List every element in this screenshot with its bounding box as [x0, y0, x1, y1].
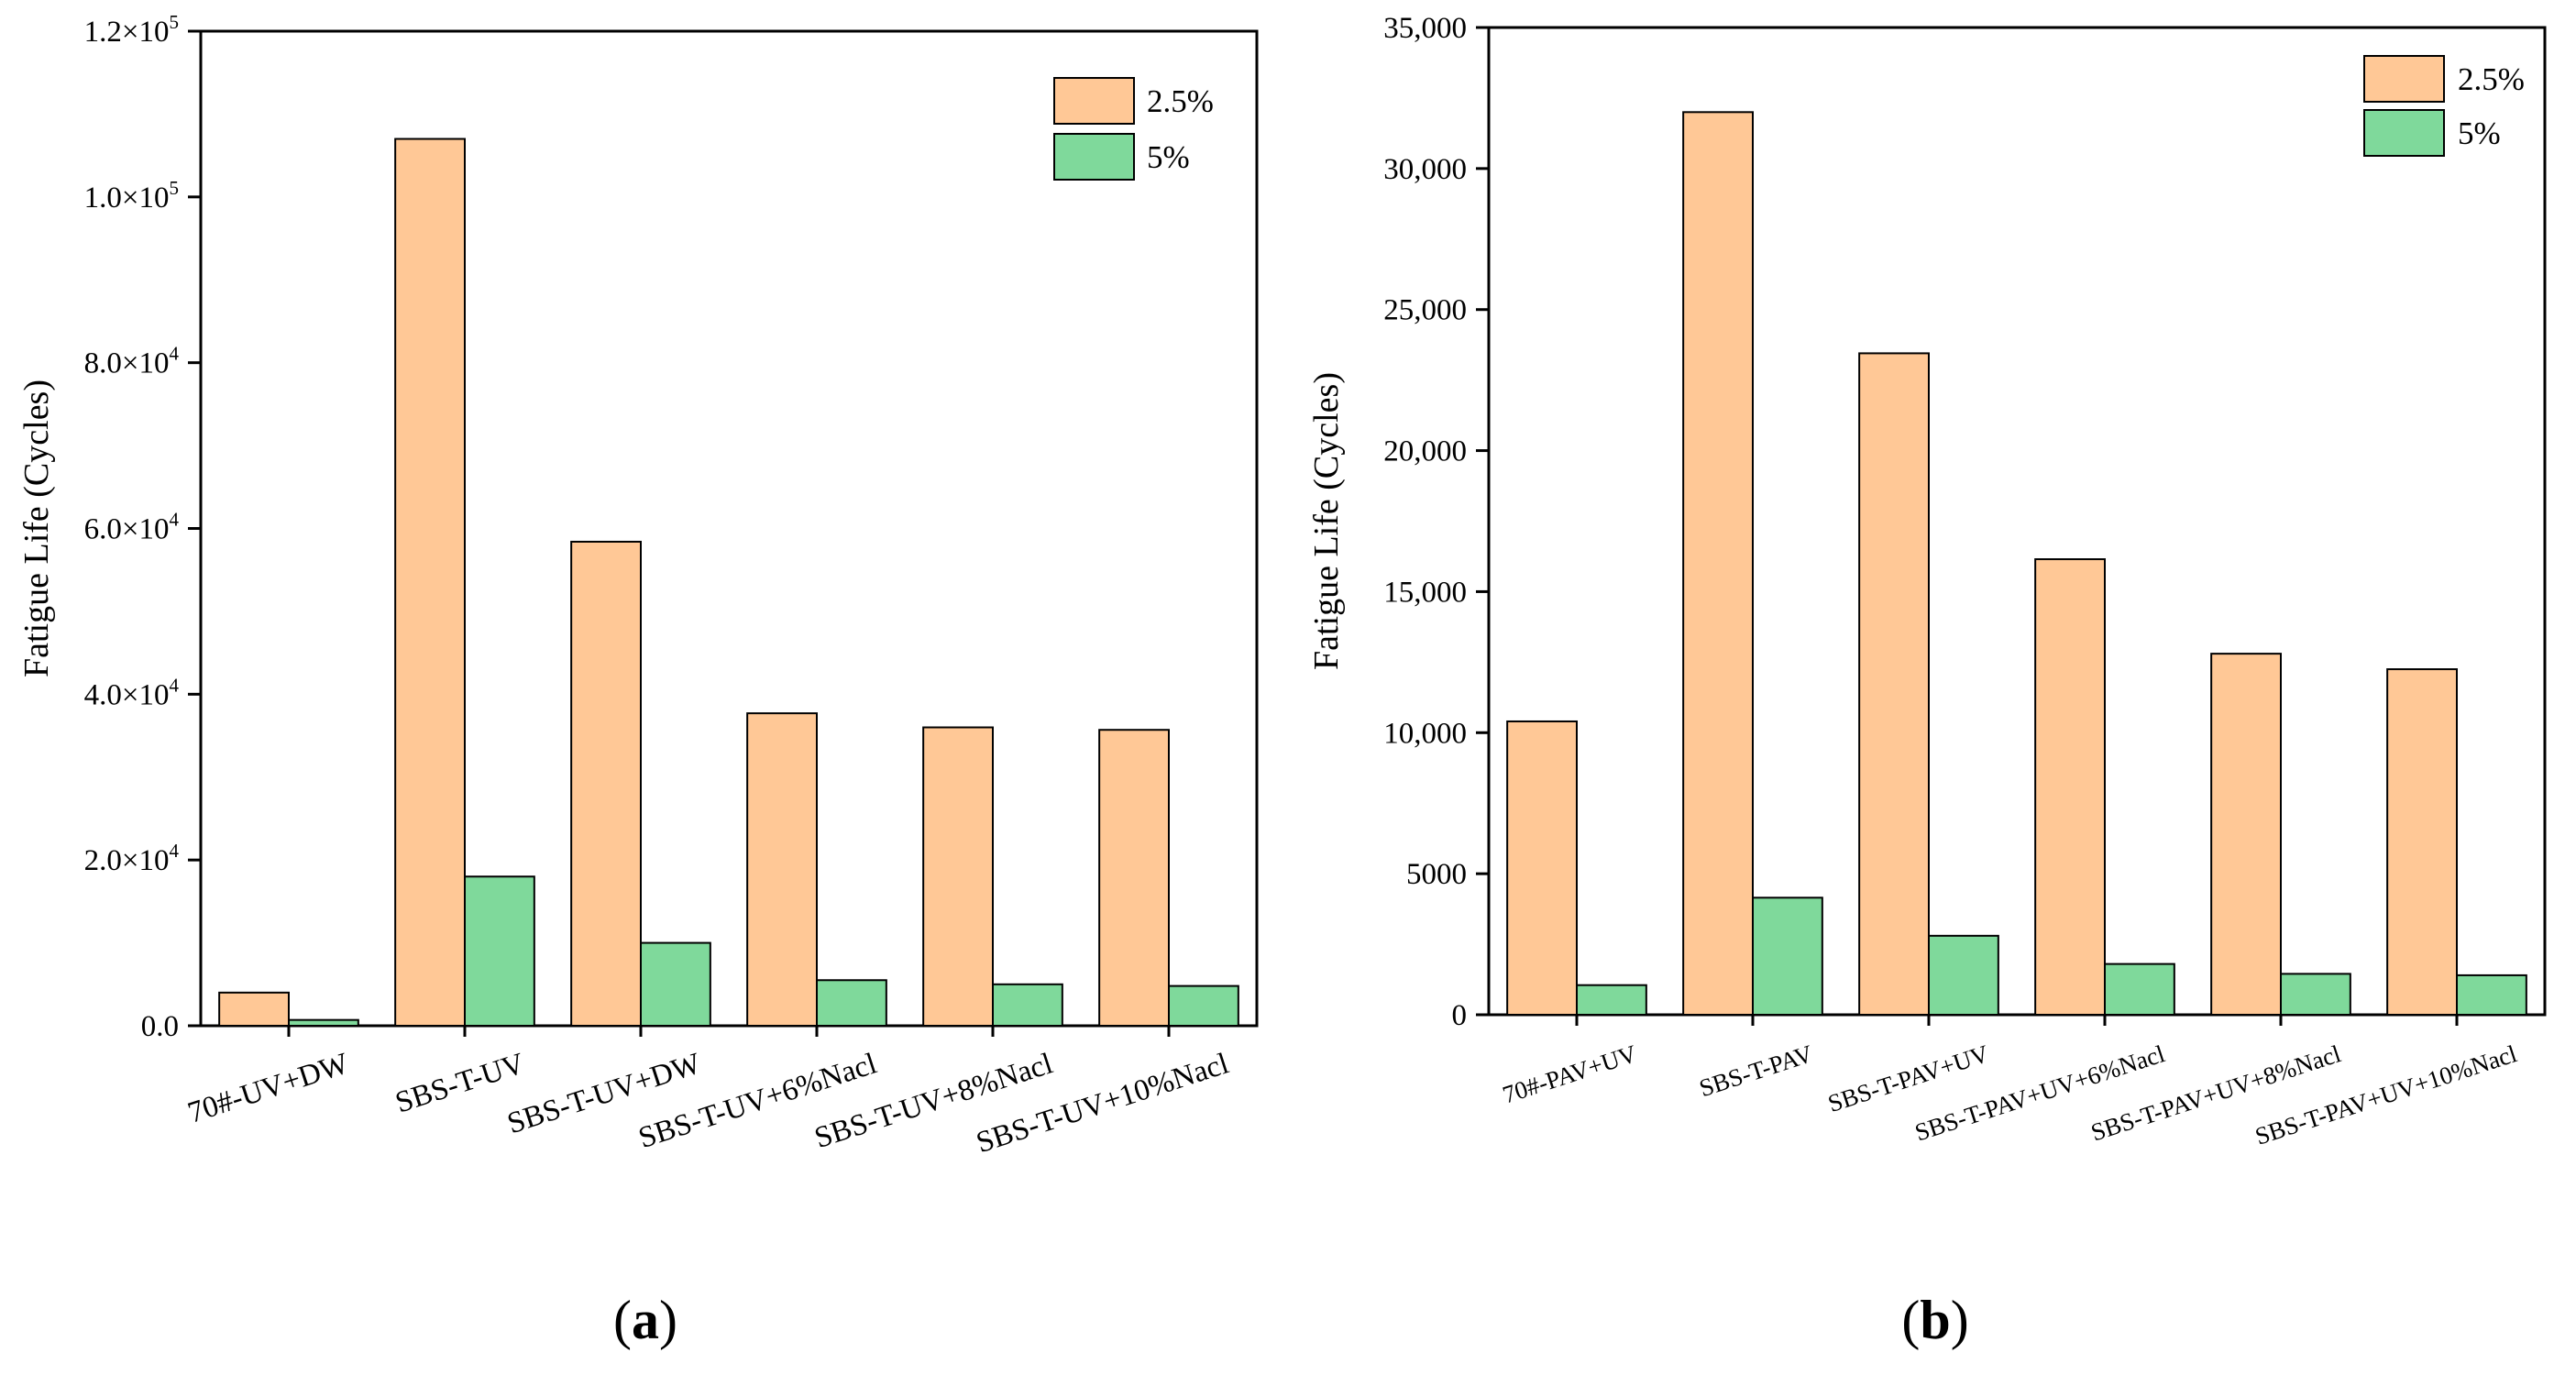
y-tick-mantissa: 35,000 [1383, 12, 1467, 45]
bar-series-2-5pct [1682, 111, 1755, 1017]
bar-series-2-5pct [394, 138, 466, 1027]
bar-series-5pct [1928, 934, 1999, 1017]
bar-series-5pct [816, 979, 887, 1028]
legend-swatch [2363, 109, 2445, 157]
category-label: 70#-PAV+UV [1499, 1040, 1640, 1109]
y-tick-mantissa: 5000 [1406, 858, 1467, 891]
y-tick-label: 20,000 [1383, 435, 1467, 468]
legend-label: 5% [2458, 116, 2501, 151]
bar-series-5pct [2280, 973, 2351, 1017]
legend-swatch [1053, 77, 1135, 125]
bar-series-5pct [288, 1018, 359, 1027]
bar-series-2-5pct [746, 712, 818, 1027]
y-tick-label: 4.0×104 [84, 674, 180, 711]
panel-letter: b [1920, 1290, 1950, 1350]
panel-paren-open: ( [613, 1290, 632, 1350]
bar-series-5pct [992, 983, 1063, 1027]
category-label: 70#-UV+DW [184, 1047, 354, 1130]
bar-series-2-5pct [1506, 720, 1579, 1017]
y-tick-label: 0.0 [141, 1010, 179, 1043]
bar-series-5pct [1752, 896, 1823, 1017]
y-tick-mantissa: 1.0×10 [84, 182, 170, 214]
y-tick-mantissa: 10,000 [1383, 717, 1467, 750]
y-axis-label: Fatigue Life (Cycles) [17, 380, 56, 677]
panel-label: (b) [1901, 1290, 1968, 1350]
y-tick-mantissa: 1.2×10 [84, 16, 170, 49]
y-tick-mantissa: 6.0×10 [84, 513, 170, 546]
bar-series-2-5pct [570, 540, 642, 1027]
y-tick-mantissa: 2.0×10 [84, 844, 170, 877]
y-tick-exponent: 4 [170, 343, 180, 365]
y-tick-label: 5000 [1406, 858, 1467, 891]
y-tick-mantissa: 25,000 [1383, 294, 1467, 327]
panel-label: (a) [613, 1290, 677, 1350]
plot-frame [1487, 26, 2547, 1017]
y-tick-exponent: 5 [170, 11, 180, 33]
bar-series-5pct [1576, 984, 1647, 1016]
panel-letter: a [632, 1290, 659, 1350]
y-tick-mantissa: 15,000 [1383, 576, 1467, 609]
y-tick-label: 15,000 [1383, 576, 1467, 609]
y-tick-mantissa: 20,000 [1383, 435, 1467, 468]
bar-series-5pct [1168, 984, 1239, 1027]
y-tick-label: 8.0×104 [84, 343, 180, 380]
y-tick-label: 1.2×105 [84, 11, 179, 49]
bar-series-5pct [640, 941, 711, 1028]
legend-label: 2.5% [1147, 83, 1214, 119]
y-tick-label: 10,000 [1383, 717, 1467, 750]
legend-label: 5% [1147, 139, 1190, 175]
bar-series-2-5pct [1098, 729, 1171, 1028]
bar-series-2-5pct [218, 991, 290, 1028]
bar-series-5pct [2456, 974, 2527, 1017]
legend-label: 2.5% [2458, 61, 2525, 97]
legend-swatch [2363, 55, 2445, 103]
bar-series-2-5pct [1858, 352, 1931, 1017]
y-tick-exponent: 5 [170, 177, 180, 199]
y-tick-exponent: 4 [170, 674, 180, 696]
y-tick-exponent: 4 [170, 509, 180, 531]
y-tick-label: 35,000 [1383, 12, 1467, 45]
legend-swatch [1053, 133, 1135, 181]
y-axis-label: Fatigue Life (Cycles) [1307, 372, 1346, 670]
y-tick-mantissa: 4.0×10 [84, 678, 170, 711]
panel-paren-close: ) [1951, 1290, 1969, 1350]
y-tick-mantissa: 0 [1452, 999, 1468, 1032]
y-tick-label: 25,000 [1383, 294, 1467, 327]
bar-series-2-5pct [2210, 653, 2282, 1017]
y-tick-label: 1.0×105 [84, 177, 179, 214]
y-tick-label: 30,000 [1383, 153, 1467, 186]
y-tick-mantissa: 30,000 [1383, 153, 1467, 186]
y-tick-label: 2.0×104 [84, 840, 180, 877]
panel-paren-close: ) [659, 1290, 677, 1350]
bar-series-5pct [2104, 962, 2175, 1017]
bar-series-5pct [464, 875, 535, 1027]
bar-series-2-5pct [2386, 668, 2458, 1016]
y-tick-exponent: 4 [170, 840, 180, 862]
bar-series-2-5pct [922, 726, 994, 1027]
chart-panel-a: 0.02.0×1044.0×1046.0×1048.0×1041.0×1051.… [17, 11, 1259, 1350]
panel-paren-open: ( [1901, 1290, 1920, 1350]
y-tick-label: 0 [1452, 999, 1468, 1032]
bar-series-2-5pct [2034, 558, 2106, 1016]
y-tick-mantissa: 0.0 [141, 1010, 179, 1043]
y-tick-label: 6.0×104 [84, 509, 180, 546]
category-label: SBS-T-PAV [1696, 1040, 1817, 1102]
y-tick-mantissa: 8.0×10 [84, 347, 170, 380]
chart-panel-b: 0 5000 10,000 15,000 20,000 25,000 30,000 35,00… [1307, 12, 2547, 1350]
